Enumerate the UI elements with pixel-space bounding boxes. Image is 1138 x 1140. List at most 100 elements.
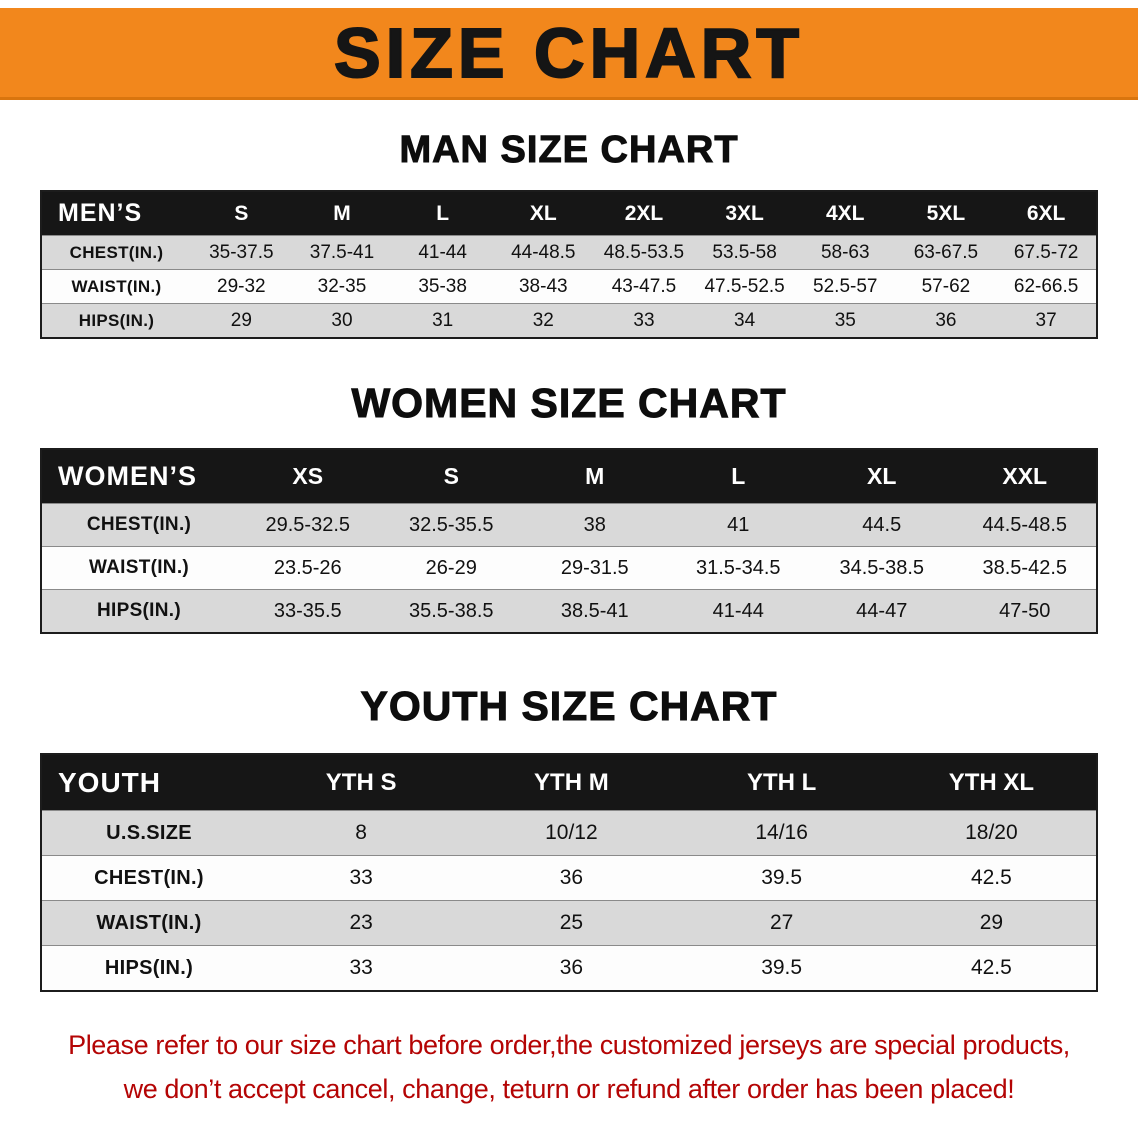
measurement-row-label: HIPS(IN.) — [41, 945, 256, 991]
youth-size-table: YOUTH YTH S YTH M YTH L YTH XL U.S.SIZE 8 10/12… — [40, 752, 1098, 992]
size-column-header: YTH M — [466, 753, 677, 811]
size-value-cell: 29 — [191, 303, 292, 338]
youth-chart-heading: YOUTH SIZE CHART — [360, 682, 778, 729]
size-value-cell: 29 — [886, 900, 1097, 946]
size-value-cell: 35.5-38.5 — [379, 589, 523, 633]
measurement-row-label: WAIST(IN.) — [41, 900, 256, 946]
size-value-cell: 47-50 — [953, 589, 1097, 633]
size-value-cell: 38.5-42.5 — [953, 546, 1097, 590]
table-corner-label: MEN’S — [41, 190, 191, 236]
size-value-cell: 32-35 — [291, 269, 393, 304]
size-value-cell: 38-43 — [492, 269, 594, 304]
size-value-cell: 29.5-32.5 — [236, 503, 380, 547]
size-value-cell: 35 — [794, 303, 896, 338]
size-value-cell: 36 — [466, 945, 677, 991]
size-value-cell: 52.5-57 — [794, 269, 896, 304]
measurement-row-label: U.S.SIZE — [41, 810, 256, 856]
measurement-row-label: WAIST(IN.) — [41, 546, 236, 590]
size-value-cell: 42.5 — [886, 855, 1097, 901]
size-value-cell: 8 — [256, 810, 467, 856]
size-value-cell: 44-48.5 — [492, 235, 594, 270]
youth-size-section: YOUTH SIZE CHART YOUTH YTH S YTH M YTH L YTH… — [0, 682, 1138, 992]
size-value-cell: 27 — [676, 900, 887, 946]
size-value-cell: 36 — [895, 303, 997, 338]
size-column-header: 6XL — [996, 190, 1097, 236]
size-column-header: M — [523, 448, 667, 504]
men-chart-heading: MAN SIZE CHART — [399, 129, 739, 172]
measurement-row-label: HIPS(IN.) — [41, 303, 191, 338]
size-value-cell: 43-47.5 — [593, 269, 695, 304]
size-value-cell: 62-66.5 — [996, 269, 1097, 304]
size-value-cell: 32.5-35.5 — [379, 503, 523, 547]
size-value-cell: 30 — [291, 303, 393, 338]
size-value-cell: 44.5-48.5 — [953, 503, 1097, 547]
size-value-cell: 44.5 — [810, 503, 954, 547]
size-value-cell: 35-37.5 — [191, 235, 292, 270]
size-column-header: M — [291, 190, 393, 236]
size-value-cell: 48.5-53.5 — [593, 235, 695, 270]
size-value-cell: 31 — [392, 303, 493, 338]
size-column-header: S — [191, 190, 292, 236]
size-value-cell: 57-62 — [895, 269, 997, 304]
women-size-section: WOMEN SIZE CHART WOMEN’S XS S M L XL XXL CHEST(… — [0, 379, 1138, 634]
size-value-cell: 34.5-38.5 — [810, 546, 954, 590]
size-value-cell: 58-63 — [794, 235, 896, 270]
size-value-cell: 38.5-41 — [523, 589, 667, 633]
size-value-cell: 33 — [593, 303, 695, 338]
size-column-header: 2XL — [593, 190, 695, 236]
women-chart-heading: WOMEN SIZE CHART — [351, 379, 787, 426]
measurement-row-label: HIPS(IN.) — [41, 589, 236, 633]
size-column-header: YTH XL — [886, 753, 1097, 811]
size-value-cell: 26-29 — [379, 546, 523, 590]
size-column-header: YTH L — [676, 753, 887, 811]
men-size-table: MEN’S S M L XL 2XL 3XL 4XL 5XL 6XL CHEST(IN.) 35-37… — [40, 189, 1098, 339]
size-value-cell: 29-32 — [191, 269, 292, 304]
size-column-header: 4XL — [794, 190, 896, 236]
size-chart-banner: SIZE CHART — [0, 8, 1138, 100]
size-column-header: XL — [810, 448, 954, 504]
size-column-header: YTH S — [256, 753, 467, 811]
measurement-row-label: CHEST(IN.) — [41, 855, 256, 901]
banner-title: SIZE CHART — [333, 13, 804, 92]
size-column-header: 3XL — [694, 190, 795, 236]
size-column-header: S — [379, 448, 523, 504]
size-column-header: XL — [492, 190, 594, 236]
size-value-cell: 41-44 — [666, 589, 810, 633]
size-value-cell: 53.5-58 — [694, 235, 795, 270]
size-value-cell: 14/16 — [676, 810, 887, 856]
size-value-cell: 23.5-26 — [236, 546, 380, 590]
size-value-cell: 23 — [256, 900, 467, 946]
size-value-cell: 39.5 — [676, 945, 887, 991]
disclaimer-line2: we don’t accept cancel, change, teturn o… — [123, 1073, 1015, 1104]
size-value-cell: 39.5 — [676, 855, 887, 901]
size-value-cell: 33-35.5 — [236, 589, 380, 633]
size-value-cell: 38 — [523, 503, 667, 547]
size-value-cell: 31.5-34.5 — [666, 546, 810, 590]
size-column-header: L — [666, 448, 810, 504]
table-corner-label: WOMEN’S — [41, 448, 236, 504]
size-value-cell: 41-44 — [392, 235, 493, 270]
size-column-header: L — [392, 190, 493, 236]
size-value-cell: 37 — [996, 303, 1097, 338]
size-column-header: XS — [236, 448, 380, 504]
measurement-row-label: CHEST(IN.) — [41, 235, 191, 270]
men-size-section: MAN SIZE CHART MEN’S S M L XL 2XL 3XL 4XL 5XL 6XL… — [0, 129, 1138, 339]
size-column-header: XXL — [953, 448, 1097, 504]
size-value-cell: 42.5 — [886, 945, 1097, 991]
measurement-row-label: WAIST(IN.) — [41, 269, 191, 304]
size-value-cell: 25 — [466, 900, 677, 946]
disclaimer-line1: Please refer to our size chart before or… — [68, 1029, 1070, 1060]
women-size-table: WOMEN’S XS S M L XL XXL CHEST(IN.) 29.5-32.5 32.5… — [40, 447, 1098, 634]
table-corner-label: YOUTH — [41, 753, 256, 811]
disclaimer-text: Please refer to our size chart before or… — [0, 1024, 1138, 1111]
size-value-cell: 33 — [256, 855, 467, 901]
size-value-cell: 32 — [492, 303, 594, 338]
size-value-cell: 41 — [666, 503, 810, 547]
size-value-cell: 18/20 — [886, 810, 1097, 856]
size-value-cell: 35-38 — [392, 269, 493, 304]
size-value-cell: 63-67.5 — [895, 235, 997, 270]
size-value-cell: 36 — [466, 855, 677, 901]
size-value-cell: 47.5-52.5 — [694, 269, 795, 304]
measurement-row-label: CHEST(IN.) — [41, 503, 236, 547]
size-value-cell: 34 — [694, 303, 795, 338]
